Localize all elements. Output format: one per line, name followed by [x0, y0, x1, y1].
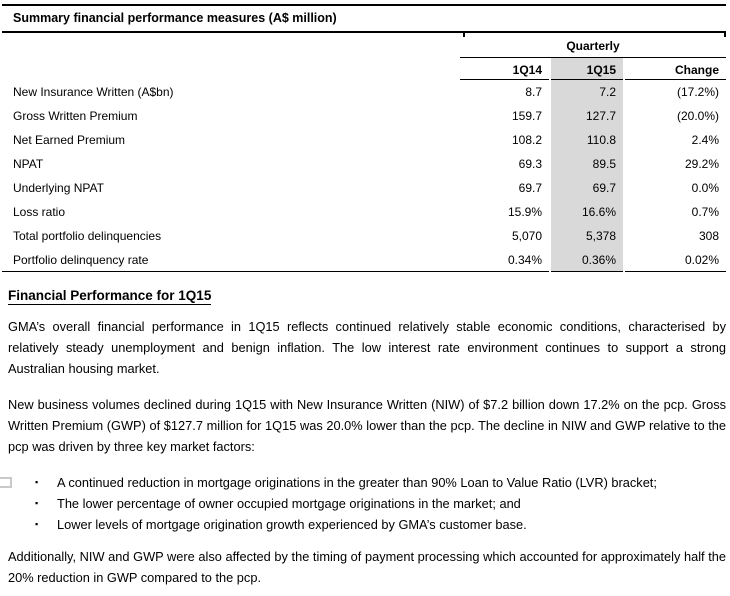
financial-performance-section: Financial Performance for 1Q15 GMA’s ove… — [8, 287, 726, 588]
header-spacer — [2, 33, 460, 80]
value-1q15: 110.8 — [551, 128, 623, 152]
table-row: Gross Written Premium 159.7 127.7 (20.0%… — [2, 104, 726, 128]
table-row: Loss ratio 15.9% 16.6% 0.7% — [2, 200, 726, 224]
row-label: Underlying NPAT — [13, 181, 104, 195]
value-change: 0.7% — [691, 205, 719, 219]
value-change: 0.0% — [691, 181, 719, 195]
value-change: (20.0%) — [676, 109, 719, 123]
value-1q14: 0.34% — [460, 248, 549, 272]
table-row: Total portfolio delinquencies 5,070 5,37… — [2, 224, 726, 248]
list-item: ▪ Lower levels of mortgage origination g… — [35, 514, 726, 535]
table-row: NPAT 69.3 89.5 29.2% — [2, 152, 726, 176]
value-1q14: 69.7 — [518, 181, 542, 195]
cell-border-tick — [463, 33, 465, 37]
list-item: ▪ The lower percentage of owner occupied… — [35, 493, 726, 514]
square-bullet-icon: ▪ — [35, 477, 39, 487]
row-label: New Insurance Written (A$bn) — [13, 85, 174, 99]
list-item-text: The lower percentage of owner occupied m… — [57, 496, 521, 511]
row-label: Loss ratio — [13, 205, 66, 219]
paragraph-payment-processing: Additionally, NIW and GWP were also affe… — [8, 549, 726, 585]
value-1q14: 108.2 — [511, 133, 542, 147]
market-factors-list: ▪ A continued reduction in mortgage orig… — [8, 472, 726, 535]
paragraph-economic-conditions: GMA’s overall financial performance in 1… — [8, 319, 726, 376]
table-title: Summary financial performance measures (… — [2, 4, 726, 33]
row-label: Total portfolio delinquencies — [13, 229, 162, 243]
row-label: NPAT — [13, 157, 44, 171]
row-label: Net Earned Premium — [13, 133, 126, 147]
table-row: Underlying NPAT 69.7 69.7 0.0% — [2, 176, 726, 200]
value-1q14: 8.7 — [525, 85, 542, 99]
column-header-row: 1Q14 1Q15 Change — [460, 58, 726, 80]
value-change: 29.2% — [684, 157, 719, 171]
value-change: 2.4% — [691, 133, 719, 147]
value-1q14: 69.3 — [518, 157, 542, 171]
quarterly-column-group: Quarterly 1Q14 1Q15 Change — [460, 33, 726, 80]
list-item-text: A continued reduction in mortgage origin… — [57, 475, 657, 490]
row-label: Gross Written Premium — [13, 109, 138, 123]
value-change: (17.2%) — [676, 85, 719, 99]
value-1q14: 5,070 — [511, 229, 542, 243]
value-change: 308 — [698, 229, 719, 243]
value-1q15: 16.6% — [551, 200, 623, 224]
section-heading: Financial Performance for 1Q15 — [8, 288, 212, 305]
summary-financial-table: Summary financial performance measures (… — [2, 4, 726, 272]
cell-border-tick — [724, 33, 726, 37]
value-1q15: 5,378 — [551, 224, 623, 248]
form-field-artifact — [0, 477, 12, 488]
column-header-1q14: 1Q14 — [460, 58, 549, 80]
column-header-1q15: 1Q15 — [551, 58, 623, 80]
table-header: Quarterly 1Q14 1Q15 Change — [2, 33, 726, 80]
row-label: Portfolio delinquency rate — [2, 248, 460, 272]
table-row: Portfolio delinquency rate 0.34% 0.36% 0… — [2, 248, 726, 272]
table-row: New Insurance Written (A$bn) 8.7 7.2 (17… — [2, 80, 726, 104]
quarterly-group-header: Quarterly — [460, 33, 726, 58]
value-1q14: 159.7 — [511, 109, 542, 123]
value-1q15: 0.36% — [551, 248, 623, 272]
list-item-text: Lower levels of mortgage origination gro… — [57, 517, 527, 532]
value-change: 0.02% — [625, 248, 726, 272]
square-bullet-icon: ▪ — [35, 498, 39, 508]
list-item: ▪ A continued reduction in mortgage orig… — [35, 472, 726, 493]
paragraph-business-volumes: New business volumes declined during 1Q1… — [8, 397, 726, 454]
value-1q15: 69.7 — [551, 176, 623, 200]
value-1q15: 127.7 — [551, 104, 623, 128]
value-1q15: 89.5 — [551, 152, 623, 176]
value-1q14: 15.9% — [507, 205, 542, 219]
square-bullet-icon: ▪ — [35, 519, 39, 529]
value-1q15: 7.2 — [551, 80, 623, 104]
column-header-change: Change — [625, 58, 726, 80]
document-page: Summary financial performance measures (… — [0, 4, 730, 588]
table-row: Net Earned Premium 108.2 110.8 2.4% — [2, 128, 726, 152]
